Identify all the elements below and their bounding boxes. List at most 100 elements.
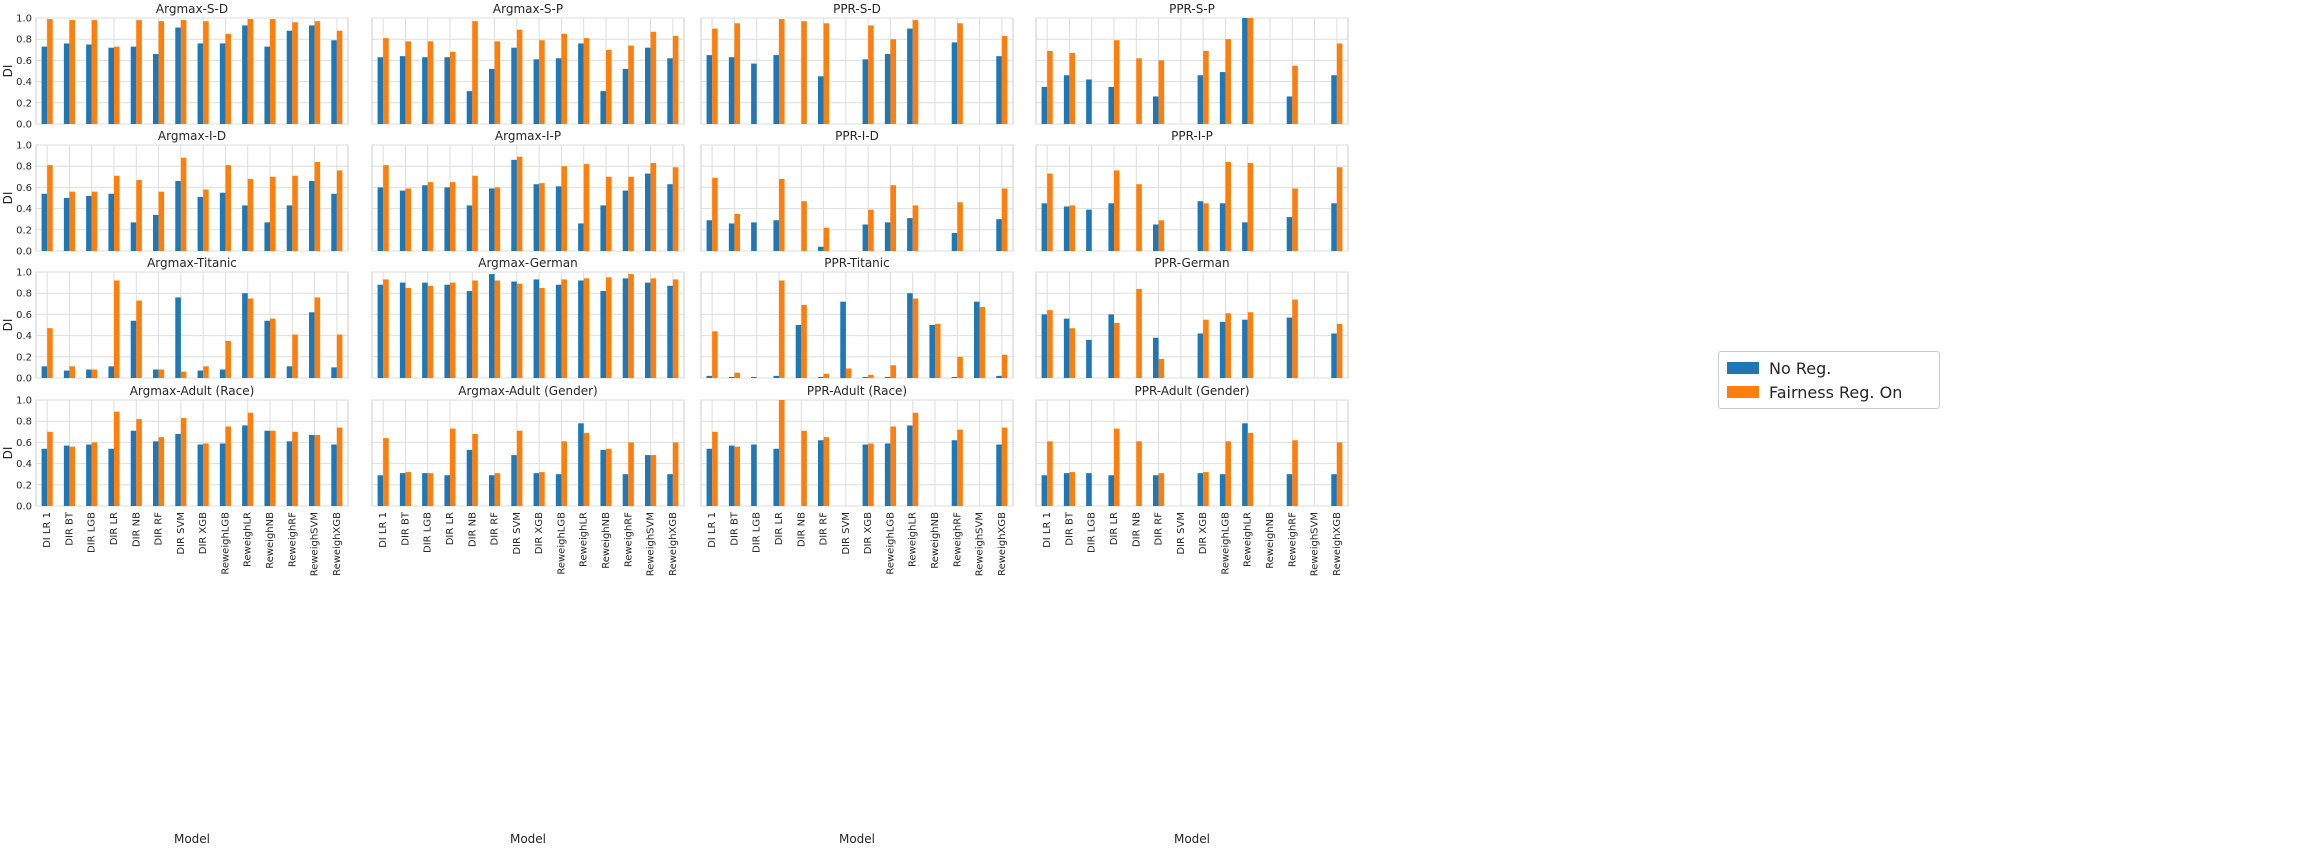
bar-no-reg xyxy=(555,474,562,506)
panel-11: PPR-German xyxy=(1035,256,1349,379)
bar-fairness-reg xyxy=(180,157,187,251)
bar-fairness-reg xyxy=(957,202,963,251)
plot-frame xyxy=(1035,271,1349,379)
bar-fairness-reg xyxy=(1069,472,1075,506)
x-tick-label: DIR RF xyxy=(490,512,501,546)
bar-no-reg xyxy=(175,433,181,506)
bar-fairness-reg xyxy=(912,298,919,378)
bar-fairness-reg xyxy=(114,175,120,251)
bar-no-reg xyxy=(555,284,562,378)
bar-no-reg xyxy=(444,475,450,506)
x-tick-label: ReweighLGB xyxy=(556,512,567,575)
x-tick-label: DIR SVM xyxy=(512,512,523,555)
bar-fairness-reg xyxy=(516,283,523,378)
bar-no-reg xyxy=(840,301,846,378)
plot-frame xyxy=(371,271,685,379)
bar-fairness-reg xyxy=(1336,167,1343,251)
bar-fairness-reg xyxy=(868,209,874,251)
bar-no-reg xyxy=(862,224,869,251)
bar-fairness-reg xyxy=(405,472,411,506)
bar-no-reg xyxy=(153,441,159,506)
bar-no-reg xyxy=(1286,217,1293,251)
bar-no-reg xyxy=(1108,203,1114,251)
bar-fairness-reg xyxy=(247,412,254,506)
y-tick-label: 0.4 xyxy=(16,459,32,470)
bar-no-reg xyxy=(862,59,869,125)
x-tick-label: DIR RF xyxy=(154,512,165,546)
bar-no-reg xyxy=(1063,473,1070,506)
panel-title: PPR-Adult (Gender) xyxy=(1134,384,1249,398)
bar-fairness-reg xyxy=(405,188,411,251)
bar-fairness-reg xyxy=(292,334,298,378)
bar-no-reg xyxy=(907,425,913,506)
bar-no-reg xyxy=(219,192,226,251)
panel-title: Argmax-S-P xyxy=(493,2,563,16)
bar-fairness-reg xyxy=(1047,310,1053,378)
bar-fairness-reg xyxy=(405,287,411,378)
bar-fairness-reg xyxy=(225,165,231,251)
bar-no-reg xyxy=(862,376,869,378)
bar-no-reg xyxy=(1197,473,1204,506)
bar-fairness-reg xyxy=(247,19,254,125)
bar-no-reg xyxy=(444,284,450,378)
bar-no-reg xyxy=(108,366,114,378)
bar-fairness-reg xyxy=(935,323,941,378)
bar-no-reg xyxy=(422,473,428,506)
bar-no-reg xyxy=(929,325,935,378)
bar-fairness-reg xyxy=(1203,319,1209,378)
bar-fairness-reg xyxy=(561,33,567,124)
bar-fairness-reg xyxy=(450,51,456,124)
bar-no-reg xyxy=(242,293,248,378)
x-axis-label: Model xyxy=(510,832,546,846)
bar-no-reg xyxy=(377,284,384,378)
bar-no-reg xyxy=(555,186,562,251)
bar-no-reg xyxy=(153,214,159,251)
legend-swatch-fairness-reg xyxy=(1727,386,1759,398)
bar-fairness-reg xyxy=(912,412,919,506)
panel-title: Argmax-I-D xyxy=(158,129,226,143)
bar-no-reg xyxy=(1197,75,1204,124)
x-tick-label: DIR BT xyxy=(729,511,740,546)
bar-no-reg xyxy=(219,443,226,506)
y-tick-label: 0.8 xyxy=(16,162,32,173)
bar-no-reg xyxy=(728,376,735,378)
bar-no-reg xyxy=(667,474,673,506)
bar-no-reg xyxy=(1331,333,1337,378)
x-tick-label: ReweighXGB xyxy=(668,512,679,576)
y-tick-label: 0.0 xyxy=(16,502,32,513)
bar-fairness-reg xyxy=(1247,163,1254,251)
bar-fairness-reg xyxy=(606,176,612,251)
bar-no-reg xyxy=(751,222,757,251)
bar-no-reg xyxy=(951,440,958,506)
bar-no-reg xyxy=(706,55,713,124)
bar-fairness-reg xyxy=(69,20,75,124)
bar-no-reg xyxy=(130,46,137,125)
bar-fairness-reg xyxy=(561,279,567,378)
x-tick-label: DI LR 1 xyxy=(1042,512,1053,548)
bar-no-reg xyxy=(264,320,270,378)
bar-no-reg xyxy=(1041,475,1048,506)
bar-fairness-reg xyxy=(450,282,456,378)
bar-no-reg xyxy=(399,56,406,124)
bar-no-reg xyxy=(466,205,473,251)
bar-no-reg xyxy=(667,58,673,124)
bar-fairness-reg xyxy=(1001,354,1008,378)
bar-no-reg xyxy=(751,444,757,506)
bar-no-reg xyxy=(728,445,735,506)
bar-no-reg xyxy=(706,375,713,378)
bar-fairness-reg xyxy=(539,472,545,506)
legend: No Reg. Fairness Reg. On xyxy=(1718,351,1940,409)
bar-fairness-reg xyxy=(1136,441,1142,506)
bar-fairness-reg xyxy=(1292,65,1298,124)
bar-fairness-reg xyxy=(136,179,142,251)
bar-fairness-reg xyxy=(69,446,75,506)
bar-fairness-reg xyxy=(734,372,740,378)
x-tick-label: ReweighXGB xyxy=(332,512,343,576)
bar-fairness-reg xyxy=(1292,299,1298,378)
bar-no-reg xyxy=(996,375,1002,378)
x-axis-label: Model xyxy=(174,832,210,846)
bar-no-reg xyxy=(884,376,891,378)
bar-no-reg xyxy=(130,222,137,251)
bar-no-reg xyxy=(1041,203,1048,251)
